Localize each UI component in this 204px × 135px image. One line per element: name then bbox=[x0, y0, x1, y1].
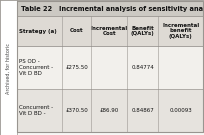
Text: Cost: Cost bbox=[70, 28, 83, 33]
Text: Benefit
(QALYs): Benefit (QALYs) bbox=[131, 26, 154, 36]
Bar bbox=[0, 0, 17, 135]
Text: Table 22   Incremental analysis of sensitivity analysis: Table 22 Incremental analysis of sensiti… bbox=[21, 6, 204, 11]
Text: Archived, for historic: Archived, for historic bbox=[6, 43, 11, 94]
Text: £86.90: £86.90 bbox=[99, 108, 119, 113]
Text: Incremental
benefit
(QALYs): Incremental benefit (QALYs) bbox=[162, 23, 199, 39]
Bar bbox=[17, 16, 203, 46]
Text: 0.00093: 0.00093 bbox=[169, 108, 192, 113]
Text: £275.50: £275.50 bbox=[65, 65, 88, 70]
Text: PS OD -
Concurrent -
Vit D BD: PS OD - Concurrent - Vit D BD bbox=[19, 59, 53, 76]
Bar bbox=[17, 46, 203, 89]
Text: 0.84867: 0.84867 bbox=[131, 108, 154, 113]
Text: £370.50: £370.50 bbox=[65, 108, 88, 113]
Text: Concurrent -
Vit D BD -: Concurrent - Vit D BD - bbox=[19, 105, 53, 116]
Bar bbox=[17, 1, 203, 16]
Text: Incremental
Cost: Incremental Cost bbox=[90, 26, 128, 36]
Text: 0.84774: 0.84774 bbox=[131, 65, 154, 70]
Text: Strategy (a): Strategy (a) bbox=[19, 28, 57, 33]
Bar bbox=[17, 89, 203, 132]
